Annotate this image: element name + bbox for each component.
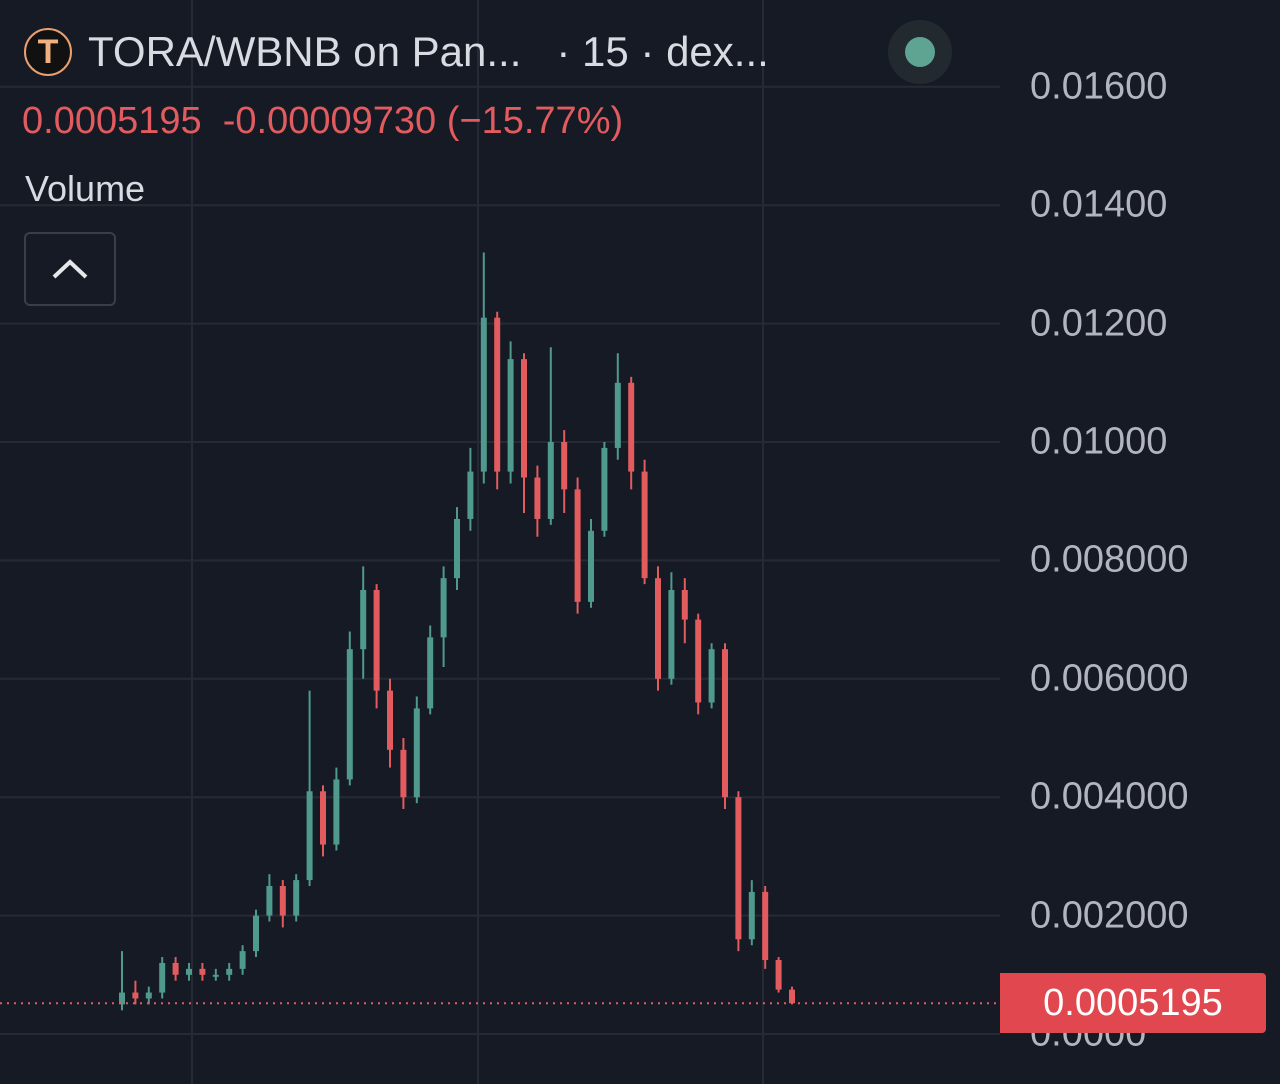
candle-body [668, 590, 675, 679]
last-price-tag: 0.0005195 [1000, 973, 1266, 1033]
candle-body [360, 590, 367, 650]
candle-body [534, 477, 541, 519]
last-price: 0.0005195 [22, 100, 202, 142]
candle-body [588, 530, 594, 602]
quote-line: 0.0005195 -0.00009730 (−15.77%) [22, 100, 623, 143]
candle-body [387, 690, 393, 750]
candle-body [266, 886, 273, 916]
candle-body [132, 992, 139, 999]
collapse-indicators-button[interactable] [24, 232, 116, 306]
candle-body [695, 619, 702, 703]
candle-body [293, 880, 300, 916]
y-tick-label: 0.002000 [1030, 894, 1189, 937]
candle-body [521, 359, 527, 478]
candle-body [212, 974, 219, 977]
candle-body [119, 992, 125, 1005]
token-logo: T [24, 28, 72, 76]
candle-body [346, 649, 353, 780]
candle-body [708, 649, 715, 703]
candle-body [172, 962, 179, 975]
y-tick-label: 0.006000 [1030, 657, 1189, 700]
candle-body [413, 708, 420, 798]
candle-body [373, 590, 380, 691]
y-tick-label: 0.01200 [1030, 302, 1168, 345]
y-tick-label: 0.004000 [1030, 775, 1189, 818]
candle-body [333, 779, 340, 845]
candle-body [681, 590, 688, 620]
candle-body [507, 359, 514, 472]
y-tick-label: 0.01000 [1030, 420, 1168, 463]
symbol-title[interactable]: TORA/WBNB on Pan... · 15 · dex... [88, 28, 769, 75]
chevron-up-icon [52, 259, 88, 279]
candle-body [186, 968, 192, 975]
candle-body [467, 471, 474, 519]
candle-body [561, 442, 568, 490]
candle-body [789, 989, 795, 1004]
candle-body [226, 968, 233, 975]
candle-body [762, 891, 769, 960]
candle-body [427, 637, 434, 709]
candle-body [614, 382, 621, 448]
chart-header: T TORA/WBNB on Pan... · 15 · dex... [24, 28, 769, 76]
candle-body [775, 960, 782, 990]
market-status-indicator[interactable] [888, 20, 952, 84]
candle-body [735, 797, 742, 940]
candle-body [454, 518, 460, 579]
candle-body [722, 649, 728, 798]
price-change: -0.00009730 [222, 100, 437, 142]
candle-body [253, 915, 259, 952]
candle-body [400, 749, 407, 798]
candle-body [145, 992, 152, 999]
candle-body [480, 317, 487, 472]
price-change-pct: (−15.77%) [446, 100, 624, 142]
candle-body [641, 471, 648, 579]
volume-indicator-label[interactable]: Volume [25, 168, 146, 209]
candle-body [628, 382, 635, 472]
y-tick-label: 0.008000 [1030, 538, 1189, 581]
y-tick-label: 0.01600 [1030, 65, 1168, 108]
candle-body [601, 447, 608, 531]
candle-body [655, 578, 661, 679]
candle-body [159, 962, 166, 993]
candle-body [547, 442, 554, 519]
candle-body [440, 578, 447, 638]
candle-body [320, 791, 326, 845]
candle-body [306, 791, 313, 881]
candle-body [748, 891, 755, 940]
candle-body [199, 968, 206, 975]
status-dot-icon [905, 37, 935, 67]
y-tick-label: 0.01400 [1030, 183, 1168, 226]
candle-body [279, 886, 286, 916]
candle-body [239, 951, 246, 969]
candle-body [494, 317, 501, 472]
candle-body [574, 489, 581, 602]
